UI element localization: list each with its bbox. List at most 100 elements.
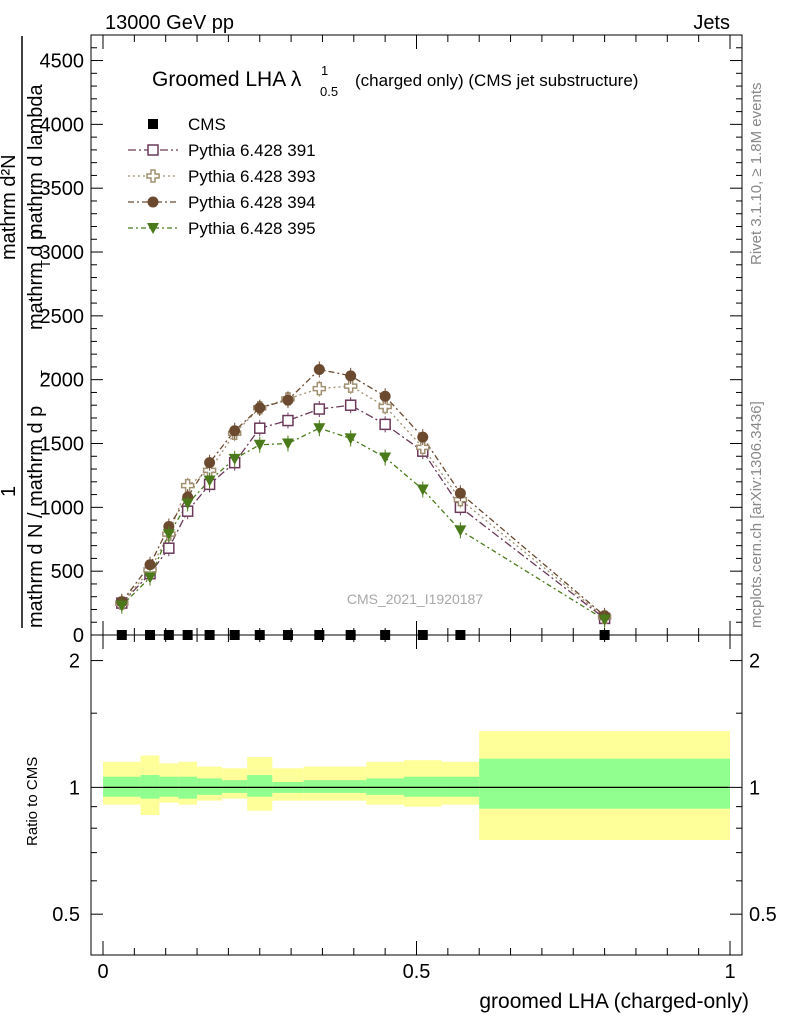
series-point-3	[204, 457, 216, 469]
series-point-4	[379, 452, 392, 464]
series-point-3	[144, 559, 156, 571]
series-point-3	[254, 402, 266, 414]
x-tick-label: 0.5	[403, 961, 431, 983]
ylabel-denominator-a: mathrm d N / mathrm d p	[25, 406, 47, 628]
series-point-4	[228, 453, 241, 465]
ylabel-denominator-b: mathrm d p	[25, 229, 47, 330]
x-tick-label: 1	[724, 961, 735, 983]
series-point-4	[162, 529, 175, 541]
y-tick-label: 4000	[40, 114, 85, 136]
chart-title-main: Groomed LHA λ	[152, 68, 302, 91]
ratio-band-stat	[159, 776, 179, 797]
series-point-3	[454, 487, 466, 499]
ratio-y-tick-label-right: 1	[749, 777, 760, 799]
y-tick-label: 500	[51, 561, 84, 583]
main-y-axis: 0 500 1000 1500 2000 2500 3000 3500 4000 4500	[40, 47, 742, 647]
series-point-1	[379, 418, 391, 431]
legend-label: CMS	[188, 115, 226, 134]
series-point-4	[253, 439, 266, 451]
legend: CMS Pythia 6.428 391 Pythia 6.428 393 Pythi…	[128, 115, 316, 238]
series-point-4	[203, 475, 216, 487]
ratio-y-tick-label-right: 2	[749, 651, 760, 673]
series-point-1	[344, 399, 357, 411]
series-point-3	[379, 390, 391, 402]
x-tick-label: 0	[97, 961, 108, 983]
legend-label: Pythia 6.428 394	[188, 193, 316, 212]
y-tick-label: 3500	[40, 178, 85, 200]
ratio-band-stat	[222, 780, 248, 793]
series-point-4	[281, 438, 294, 450]
y-tick-label: 1000	[40, 497, 85, 519]
ratio-band-stat	[334, 780, 367, 793]
series-point-3	[417, 431, 429, 443]
rivet-version-label: Rivet 3.1.10, ≥ 1.8M events	[748, 83, 765, 266]
ratio-band-stat	[366, 778, 404, 795]
ratio-y-axis: 0.5 0.5 1 1 2 2	[52, 651, 777, 927]
chart-title: Groomed LHA λ	[152, 68, 302, 91]
ylabel-numerator-one: 1	[0, 486, 20, 497]
series-point-3	[345, 370, 357, 382]
y-tick-label: 0	[73, 625, 84, 647]
ratio-band-stat	[441, 776, 480, 797]
series-point-1	[163, 542, 175, 554]
series-point-4	[454, 525, 467, 537]
y-tick-label: 2000	[40, 370, 85, 392]
series-point-4	[144, 572, 157, 584]
series-point-4	[313, 423, 326, 435]
series-point-4	[115, 600, 128, 612]
ratio-band-stat	[479, 758, 730, 809]
series-point-4	[598, 614, 611, 626]
ratio-y-tick-label-left: 2	[69, 651, 80, 673]
ylabel-denominator-a-sub: T	[38, 370, 53, 378]
watermark-label: CMS_2021_I1920187	[347, 591, 483, 607]
series-point-4	[344, 433, 357, 445]
ylabel-denominator-c: mathrm d lambda	[25, 84, 47, 240]
series-point-2	[416, 440, 430, 455]
series-point-3	[313, 363, 325, 375]
series-lines	[121, 368, 606, 621]
x-axis-label: groomed LHA (charged-only)	[479, 990, 749, 1013]
ylabel-numerator: mathrm d²N	[0, 154, 20, 260]
series-point-3	[282, 394, 294, 406]
ylabel-denominator-b-sub: T	[38, 260, 53, 268]
series-point-4	[181, 498, 194, 510]
legend-label: Pythia 6.428 391	[188, 141, 316, 160]
series-point-1	[282, 414, 294, 427]
chart-title-suffix: (charged only) (CMS jet substructure)	[355, 71, 638, 90]
series-point-1	[313, 403, 326, 415]
legend-marker	[147, 196, 159, 208]
legend-marker	[148, 119, 158, 129]
legend-label: Pythia 6.428 395	[188, 219, 316, 238]
series-point-2	[343, 379, 358, 393]
series-point-3	[229, 425, 241, 437]
y-tick-label: 4500	[40, 51, 85, 73]
chart-title-superscript: 1	[321, 63, 328, 78]
header-energy-label: 13000 GeV pp	[105, 12, 234, 34]
ratio-band-stat	[197, 778, 223, 795]
series-point-1	[254, 422, 266, 434]
ratio-band-stat	[403, 776, 442, 797]
legend-marker	[146, 169, 160, 183]
series-point-2	[180, 478, 195, 493]
ratio-band-stat	[247, 774, 273, 797]
ratio-y-tick-label-right: 0.5	[749, 904, 777, 926]
ratio-y-tick-label-left: 1	[69, 777, 80, 799]
ratio-plot-panel: 0.5 0.51 12 2 0 0.5 1 Ratio to CMS groomed LH…	[24, 634, 777, 1013]
series-line-2	[121, 385, 606, 618]
chart-title-subscript: 0.5	[320, 84, 338, 99]
legend-label: Pythia 6.428 393	[188, 167, 316, 186]
series-point-2	[312, 381, 327, 396]
y-tick-label: 2500	[40, 306, 85, 328]
ratio-y-axis-label: Ratio to CMS	[24, 757, 41, 846]
ratio-x-axis: 0 0.5 1	[97, 635, 736, 983]
ratio-uncertainty-bands	[103, 731, 730, 841]
series-line-1	[121, 404, 605, 619]
legend-marker	[147, 223, 159, 234]
series-point-4	[416, 484, 429, 496]
ratio-y-tick-label-left: 0.5	[52, 904, 80, 926]
ratio-band-stat	[303, 780, 335, 793]
ratio-band-stat	[103, 776, 141, 797]
legend-marker	[147, 144, 159, 156]
series-line-3	[121, 368, 606, 617]
